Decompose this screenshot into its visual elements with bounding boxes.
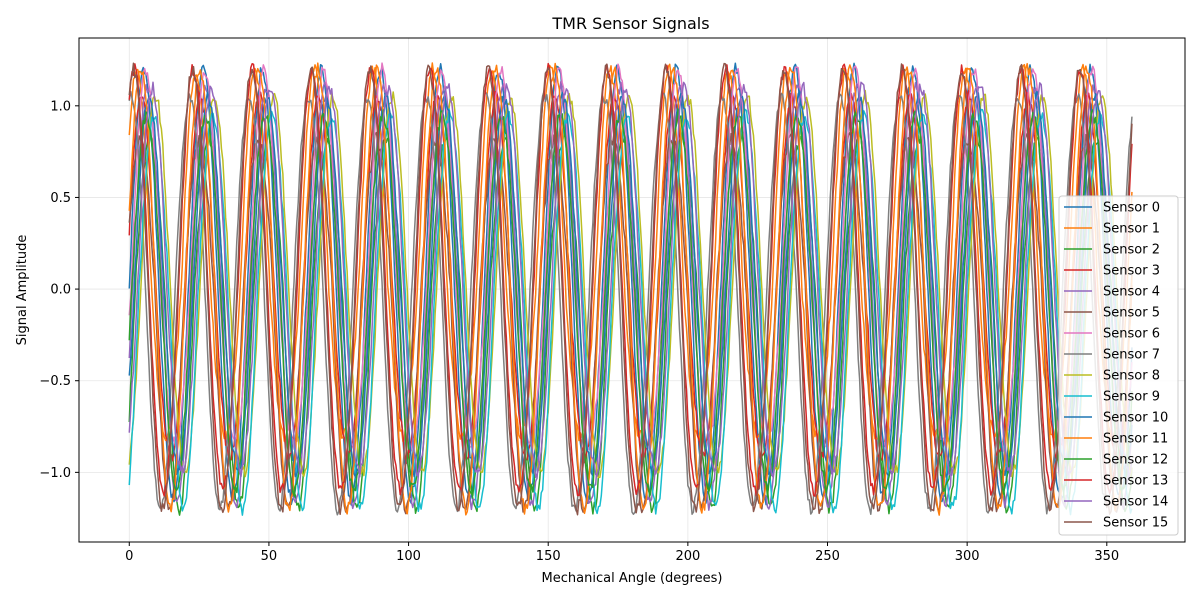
series-line-sensor-15 bbox=[128, 62, 1133, 516]
legend-frame bbox=[1058, 195, 1179, 536]
plot-frame bbox=[78, 37, 1186, 543]
x-tick-label: 150 bbox=[536, 549, 561, 564]
y-tick-label: −1.0 bbox=[39, 466, 71, 481]
legend-label: Sensor 0 bbox=[1103, 201, 1160, 216]
x-tick-label: 100 bbox=[396, 549, 421, 564]
series-line-sensor-1 bbox=[128, 62, 1133, 443]
legend-label: Sensor 15 bbox=[1103, 516, 1168, 531]
legend-label: Sensor 11 bbox=[1103, 432, 1168, 447]
legend-label: Sensor 10 bbox=[1103, 411, 1168, 426]
x-axis-title: Mechanical Angle (degrees) bbox=[542, 571, 723, 586]
series-layer bbox=[128, 62, 1133, 516]
series-line-sensor-7 bbox=[128, 90, 1133, 516]
legend-label: Sensor 9 bbox=[1103, 390, 1160, 405]
series-line-sensor-12 bbox=[128, 108, 1133, 498]
legend-label: Sensor 6 bbox=[1103, 327, 1160, 342]
legend-label: Sensor 4 bbox=[1103, 285, 1160, 300]
legend-label: Sensor 7 bbox=[1103, 348, 1160, 363]
x-tick-label: 350 bbox=[1094, 549, 1119, 564]
legend-label: Sensor 12 bbox=[1103, 453, 1168, 468]
legend-label: Sensor 2 bbox=[1103, 243, 1160, 258]
x-tick-label: 300 bbox=[955, 549, 980, 564]
y-axis-title: Signal Amplitude bbox=[15, 235, 30, 346]
x-tick-label: 50 bbox=[261, 549, 278, 564]
y-tick-label: 0.0 bbox=[50, 283, 71, 298]
y-tick-label: 1.0 bbox=[50, 99, 71, 114]
x-tick-label: 0 bbox=[125, 549, 133, 564]
chart-title: TMR Sensor Signals bbox=[551, 14, 709, 33]
legend-items: Sensor 0 Sensor 1 Sensor 2 Sensor 3 Sensor 4… bbox=[1064, 201, 1168, 531]
series-line-sensor-9 bbox=[128, 108, 1133, 516]
legend-label: Sensor 3 bbox=[1103, 264, 1160, 279]
series-line-sensor-10 bbox=[128, 90, 1133, 479]
ticks-layer: 0 50 100 150 200 250 300 350 −1.0 −0.5 0.0 0.5 1.0 bbox=[39, 99, 1119, 564]
legend-label: Sensor 1 bbox=[1103, 222, 1160, 237]
series-line-sensor-14 bbox=[128, 81, 1133, 479]
legend-label: Sensor 14 bbox=[1103, 495, 1168, 510]
y-tick-label: 0.5 bbox=[50, 191, 71, 206]
legend-label: Sensor 13 bbox=[1103, 474, 1168, 489]
x-tick-label: 200 bbox=[675, 549, 700, 564]
legend: Sensor 0 Sensor 1 Sensor 2 Sensor 3 Sensor 4… bbox=[1058, 195, 1179, 536]
x-tick-label: 250 bbox=[815, 549, 840, 564]
y-tick-label: −0.5 bbox=[39, 374, 71, 389]
legend-label: Sensor 8 bbox=[1103, 369, 1160, 384]
legend-label: Sensor 5 bbox=[1103, 306, 1160, 321]
